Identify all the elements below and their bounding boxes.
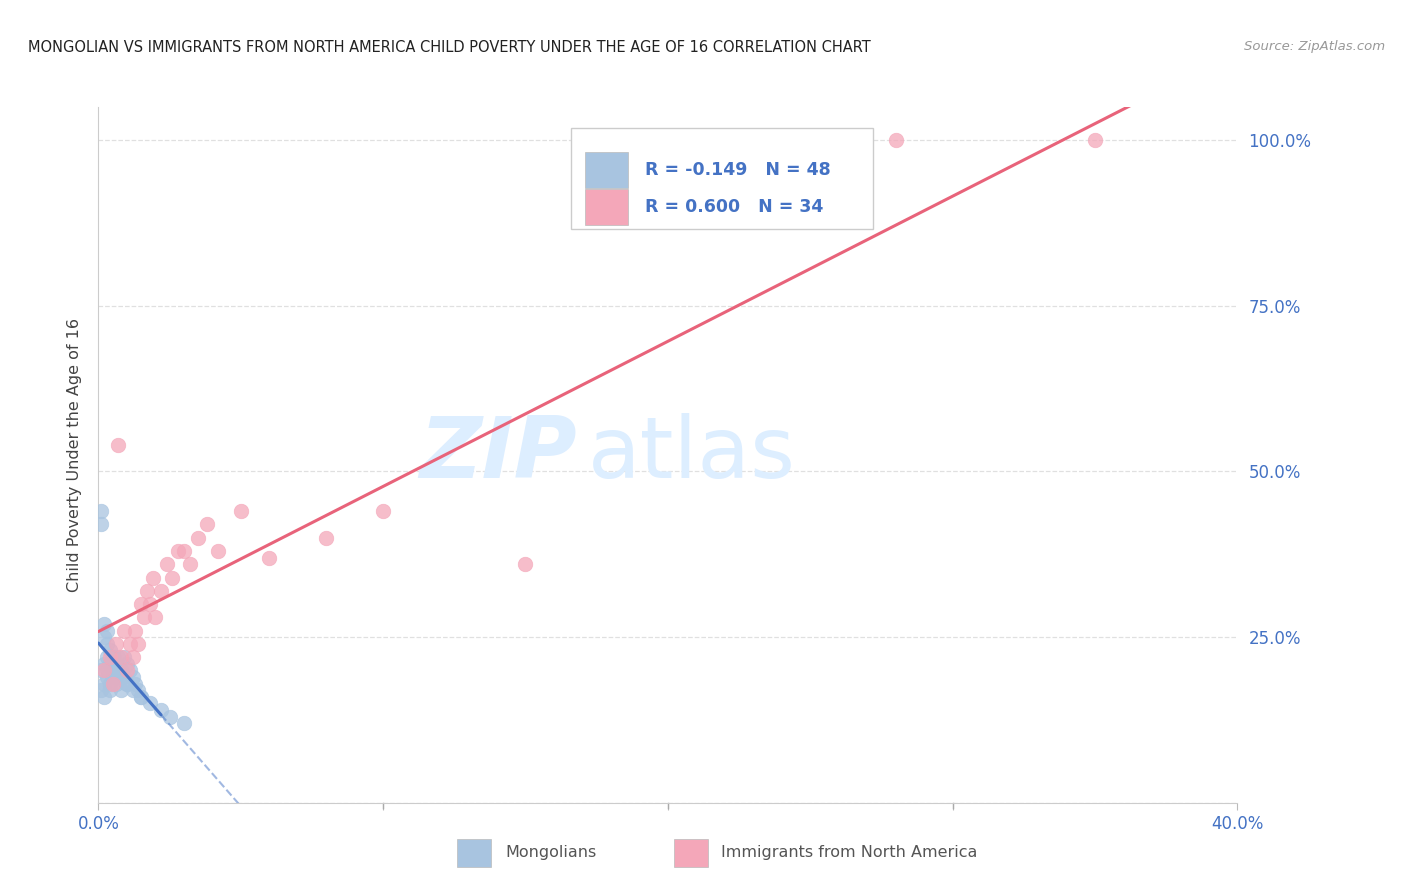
- Point: [118, 663, 141, 677]
- Point: [118, 637, 141, 651]
- Point: [104, 657, 127, 671]
- FancyBboxPatch shape: [571, 128, 873, 229]
- Text: R = -0.149   N = 48: R = -0.149 N = 48: [645, 161, 831, 179]
- Point: [93, 657, 115, 671]
- Point: [167, 544, 190, 558]
- Point: [107, 438, 129, 452]
- Point: [515, 558, 537, 572]
- Point: [90, 504, 112, 518]
- Point: [229, 504, 252, 518]
- FancyBboxPatch shape: [585, 188, 628, 225]
- Point: [124, 624, 146, 638]
- Text: MONGOLIAN VS IMMIGRANTS FROM NORTH AMERICA CHILD POVERTY UNDER THE AGE OF 16 COR: MONGOLIAN VS IMMIGRANTS FROM NORTH AMERI…: [28, 40, 870, 55]
- Point: [101, 663, 124, 677]
- Text: Source: ZipAtlas.com: Source: ZipAtlas.com: [1244, 40, 1385, 54]
- Point: [115, 657, 138, 671]
- Point: [259, 550, 281, 565]
- Point: [121, 650, 143, 665]
- Point: [129, 597, 152, 611]
- Point: [90, 663, 112, 677]
- Point: [1084, 133, 1107, 147]
- Point: [179, 558, 201, 572]
- Text: ZIP: ZIP: [419, 413, 576, 497]
- Point: [96, 624, 118, 638]
- Point: [115, 663, 138, 677]
- Text: atlas: atlas: [588, 413, 796, 497]
- Text: R = 0.600   N = 34: R = 0.600 N = 34: [645, 198, 824, 216]
- Text: Mongolians: Mongolians: [505, 846, 596, 861]
- FancyBboxPatch shape: [585, 153, 628, 188]
- Point: [141, 570, 163, 584]
- Point: [93, 690, 115, 704]
- Point: [107, 650, 129, 665]
- Point: [138, 697, 160, 711]
- Point: [110, 650, 132, 665]
- Point: [884, 133, 907, 147]
- Text: Immigrants from North America: Immigrants from North America: [721, 846, 977, 861]
- Point: [112, 624, 135, 638]
- Point: [104, 676, 127, 690]
- Point: [90, 683, 112, 698]
- Point: [173, 544, 195, 558]
- Point: [121, 670, 143, 684]
- Point: [104, 657, 127, 671]
- Point: [145, 610, 167, 624]
- Point: [121, 683, 143, 698]
- Point: [101, 650, 124, 665]
- Point: [115, 676, 138, 690]
- Point: [315, 531, 337, 545]
- Point: [93, 663, 115, 677]
- Point: [127, 683, 149, 698]
- Point: [90, 517, 112, 532]
- Point: [96, 650, 118, 665]
- Point: [156, 558, 179, 572]
- Point: [101, 650, 124, 665]
- Point: [96, 663, 118, 677]
- Point: [173, 716, 195, 731]
- Point: [150, 583, 173, 598]
- Point: [115, 676, 138, 690]
- Point: [98, 643, 121, 657]
- Point: [101, 670, 124, 684]
- Point: [195, 517, 218, 532]
- Point: [112, 650, 135, 665]
- Point: [129, 690, 152, 704]
- Point: [110, 663, 132, 677]
- Point: [93, 630, 115, 644]
- Point: [98, 650, 121, 665]
- Point: [132, 610, 155, 624]
- Point: [93, 676, 115, 690]
- Point: [373, 504, 395, 518]
- Point: [138, 597, 160, 611]
- Y-axis label: Child Poverty Under the Age of 16: Child Poverty Under the Age of 16: [67, 318, 83, 592]
- Point: [104, 637, 127, 651]
- Point: [107, 663, 129, 677]
- Point: [207, 544, 229, 558]
- Point: [96, 670, 118, 684]
- Point: [107, 670, 129, 684]
- Point: [112, 670, 135, 684]
- FancyBboxPatch shape: [673, 839, 707, 867]
- Point: [110, 670, 132, 684]
- Point: [101, 676, 124, 690]
- Point: [162, 570, 184, 584]
- Point: [107, 663, 129, 677]
- Point: [127, 637, 149, 651]
- Point: [98, 657, 121, 671]
- Point: [98, 676, 121, 690]
- Point: [93, 616, 115, 631]
- Point: [150, 703, 173, 717]
- Point: [135, 583, 157, 598]
- Point: [98, 683, 121, 698]
- Point: [96, 637, 118, 651]
- Point: [129, 690, 152, 704]
- FancyBboxPatch shape: [457, 839, 491, 867]
- Point: [187, 531, 209, 545]
- Point: [110, 683, 132, 698]
- Point: [159, 709, 181, 723]
- Point: [124, 676, 146, 690]
